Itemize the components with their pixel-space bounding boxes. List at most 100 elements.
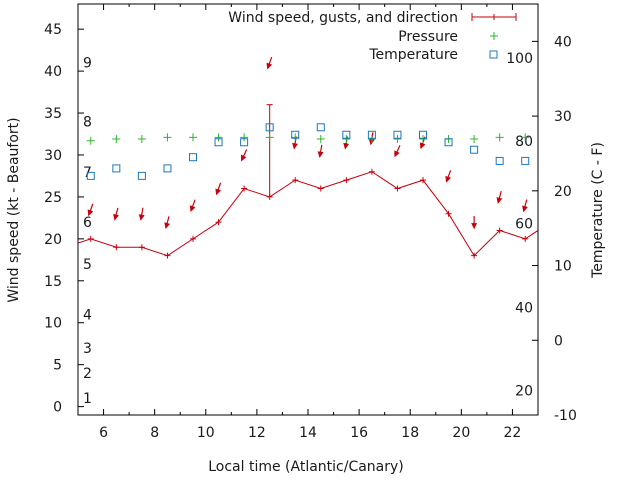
x-tick-label-14: 14 xyxy=(299,425,317,441)
pressure-point xyxy=(112,135,121,144)
beaufort-label-8: 8 xyxy=(83,114,92,130)
y-left-tick-label-5: 5 xyxy=(53,358,62,374)
wind-speed-point xyxy=(241,185,248,192)
wind-speed-point xyxy=(317,185,324,192)
pressure-point xyxy=(137,135,146,144)
x-axis-label: Local time (Atlantic/Canary) xyxy=(208,459,404,475)
temperature-point xyxy=(393,130,402,139)
x-tick-label-6: 6 xyxy=(99,425,108,441)
y-right-tick-label-0: 0 xyxy=(554,333,563,349)
y-right-tick-label-30: 30 xyxy=(554,109,572,125)
legend-wind-label: Wind speed, gusts, and direction xyxy=(228,10,458,26)
wind-direction-arrowhead xyxy=(266,62,273,70)
y-left-tick-label-35: 35 xyxy=(44,106,62,122)
wind-speed-point xyxy=(292,177,299,184)
wind-speed-point xyxy=(343,177,350,184)
temperature-point xyxy=(291,130,300,139)
legend: Wind speed, gusts, and direction Pressur… xyxy=(228,10,517,63)
fahrenheit-label-40: 40 xyxy=(515,300,533,316)
wind-speed-point xyxy=(215,219,222,226)
pressure-point xyxy=(265,133,274,142)
wind-speed-point xyxy=(87,235,94,242)
wind-direction-arrowhead xyxy=(419,142,426,150)
beaufort-label-9: 9 xyxy=(83,56,92,72)
temperature-point xyxy=(521,156,530,165)
wind-direction-arrowhead xyxy=(522,205,528,213)
y-right-tick-label-40: 40 xyxy=(554,34,572,50)
wind-direction-arrowhead xyxy=(292,142,298,150)
wind-direction-arrowhead xyxy=(113,213,119,221)
beaufort-label-1: 1 xyxy=(83,391,92,407)
pressure-point xyxy=(495,133,504,142)
plot-frame xyxy=(77,3,539,416)
y-left-tick-label-0: 0 xyxy=(53,400,62,416)
x-tick-labels: 6 8 10 12 14 16 18 20 22 xyxy=(99,425,521,441)
pressure-point xyxy=(291,133,300,142)
temperature-point xyxy=(112,164,121,173)
wind-direction-arrowhead xyxy=(240,154,247,162)
fahrenheit-label-80: 80 xyxy=(515,134,533,150)
wind-speed-point xyxy=(113,244,120,251)
y-left-tick-label-20: 20 xyxy=(44,232,62,248)
pressure-point xyxy=(214,133,223,142)
wind-speed-point xyxy=(394,185,401,192)
temperature-point xyxy=(265,123,274,132)
wind-direction-arrowhead xyxy=(496,197,503,204)
fahrenheit-label-100: 100 xyxy=(506,51,533,67)
beaufort-label-4: 4 xyxy=(83,307,92,323)
wind-speed-point xyxy=(471,252,478,259)
temperature-point xyxy=(214,138,223,147)
pressure-point xyxy=(419,135,427,144)
legend-pressure-label: Pressure xyxy=(398,29,458,45)
temperature-point xyxy=(86,171,95,180)
wind-speed-point xyxy=(368,168,375,175)
wind-direction-arrowhead xyxy=(87,209,94,217)
wind-direction-arrowhead xyxy=(138,214,145,221)
temperature-point xyxy=(444,138,453,147)
y-left-tick-labels: 0 5 10 15 20 25 30 35 40 45 xyxy=(44,22,62,415)
wind-speed-point xyxy=(496,227,503,234)
fahrenheit-label-20: 20 xyxy=(515,383,533,399)
pressure-point xyxy=(342,135,351,144)
wind-direction-arrowhead xyxy=(343,142,350,150)
temperature-point xyxy=(240,138,249,147)
x-tick-label-12: 12 xyxy=(248,425,266,441)
wind-speed-point xyxy=(445,210,452,217)
wind-speed-point xyxy=(164,252,171,259)
y-left-tick-label-40: 40 xyxy=(44,64,62,80)
beaufort-label-2: 2 xyxy=(83,366,92,382)
x-tick-label-18: 18 xyxy=(401,425,419,441)
temperature-point xyxy=(495,156,504,165)
temperature-point xyxy=(367,130,376,139)
y-right-tick-label-10: 10 xyxy=(554,259,572,275)
y-left-tick-label-25: 25 xyxy=(44,190,62,206)
wind-direction-arrowhead xyxy=(317,151,324,158)
wind-direction-arrowhead xyxy=(445,175,452,183)
pressure-point xyxy=(367,135,376,144)
pressure-point xyxy=(521,133,530,142)
legend-temperature-square xyxy=(489,50,498,59)
y-left-tick-label-45: 45 xyxy=(44,22,62,38)
temperature-point xyxy=(137,171,146,180)
pressure-point xyxy=(470,135,479,144)
y-left-tick-label-30: 30 xyxy=(44,148,62,164)
wind-speed-point xyxy=(138,244,145,251)
wind-direction-arrowhead xyxy=(471,223,478,230)
temperature-point xyxy=(189,153,197,162)
pressure-point xyxy=(393,135,402,144)
x-tick-label-20: 20 xyxy=(452,425,470,441)
y-left-tick-label-10: 10 xyxy=(44,316,62,332)
wind-speed-point xyxy=(420,177,426,184)
pressure-point xyxy=(189,133,197,142)
beaufort-label-5: 5 xyxy=(83,257,92,273)
wind-direction-arrowhead xyxy=(164,222,171,229)
pressure-point xyxy=(316,135,325,144)
fahrenheit-labels: 20 40 60 80 100 xyxy=(506,51,533,400)
legend-temperature-label: Temperature xyxy=(368,47,458,63)
beaufort-label-3: 3 xyxy=(83,341,92,357)
temperature-point xyxy=(470,145,479,154)
y-right-tick-label--10: -10 xyxy=(554,408,577,424)
wind-direction-arrowhead xyxy=(189,205,196,213)
pressure-point xyxy=(86,136,95,145)
